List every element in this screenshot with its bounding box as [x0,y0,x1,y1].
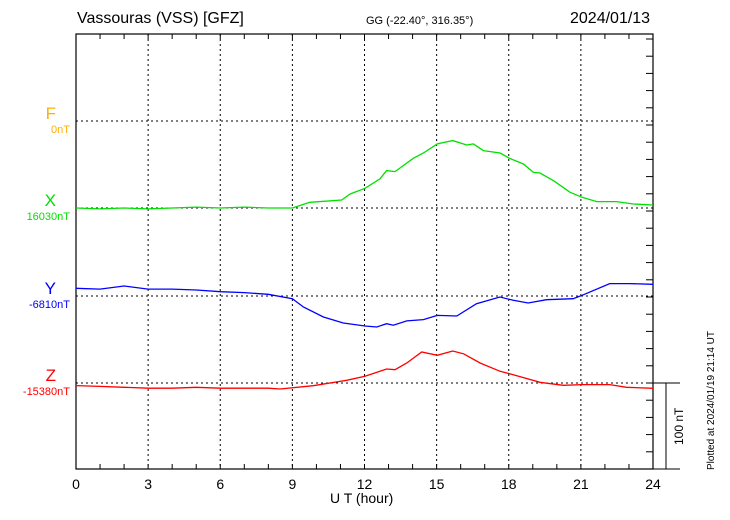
series-label-f: F 0nT [0,104,70,136]
series-name-x: X [44,191,56,210]
baseline-f: 0nT [51,124,70,136]
series-label-y: Y -6810nT [0,279,70,311]
series-label-z: Z -15380nT [0,366,70,398]
geo-coordinates: GG (-22.40°, 316.35°) [366,15,474,27]
x-axis-label: U T (hour) [330,490,394,506]
x-tick-label: 0 [72,476,80,492]
x-tick-label: 12 [357,476,373,492]
series-name-f: F [45,104,56,123]
x-tick-label: 18 [501,476,517,492]
x-tick-label: 15 [429,476,445,492]
series-name-y: Y [44,279,56,298]
x-tick-label: 3 [144,476,152,492]
station-title: Vassouras (VSS) [GFZ] [77,10,244,27]
x-tick-label: 24 [645,476,661,492]
baseline-y: -6810nT [29,299,70,311]
baseline-z: -15380nT [22,386,70,398]
baseline-x: 16030nT [26,211,70,223]
scale-bar-label: 100 nT [672,407,686,445]
plot-date: 2024/01/13 [570,10,651,27]
series-name-z: Z [45,366,56,385]
x-tick-label: 21 [573,476,589,492]
x-tick-label: 6 [216,476,224,492]
series-line-x [75,139,654,210]
series-line-y [75,282,654,328]
x-tick-label: 9 [288,476,296,492]
series-label-x: X 16030nT [0,191,70,223]
plotted-timestamp: Plotted at 2024/01/19 21:14 UT [706,331,717,470]
series-line-z [75,350,654,390]
